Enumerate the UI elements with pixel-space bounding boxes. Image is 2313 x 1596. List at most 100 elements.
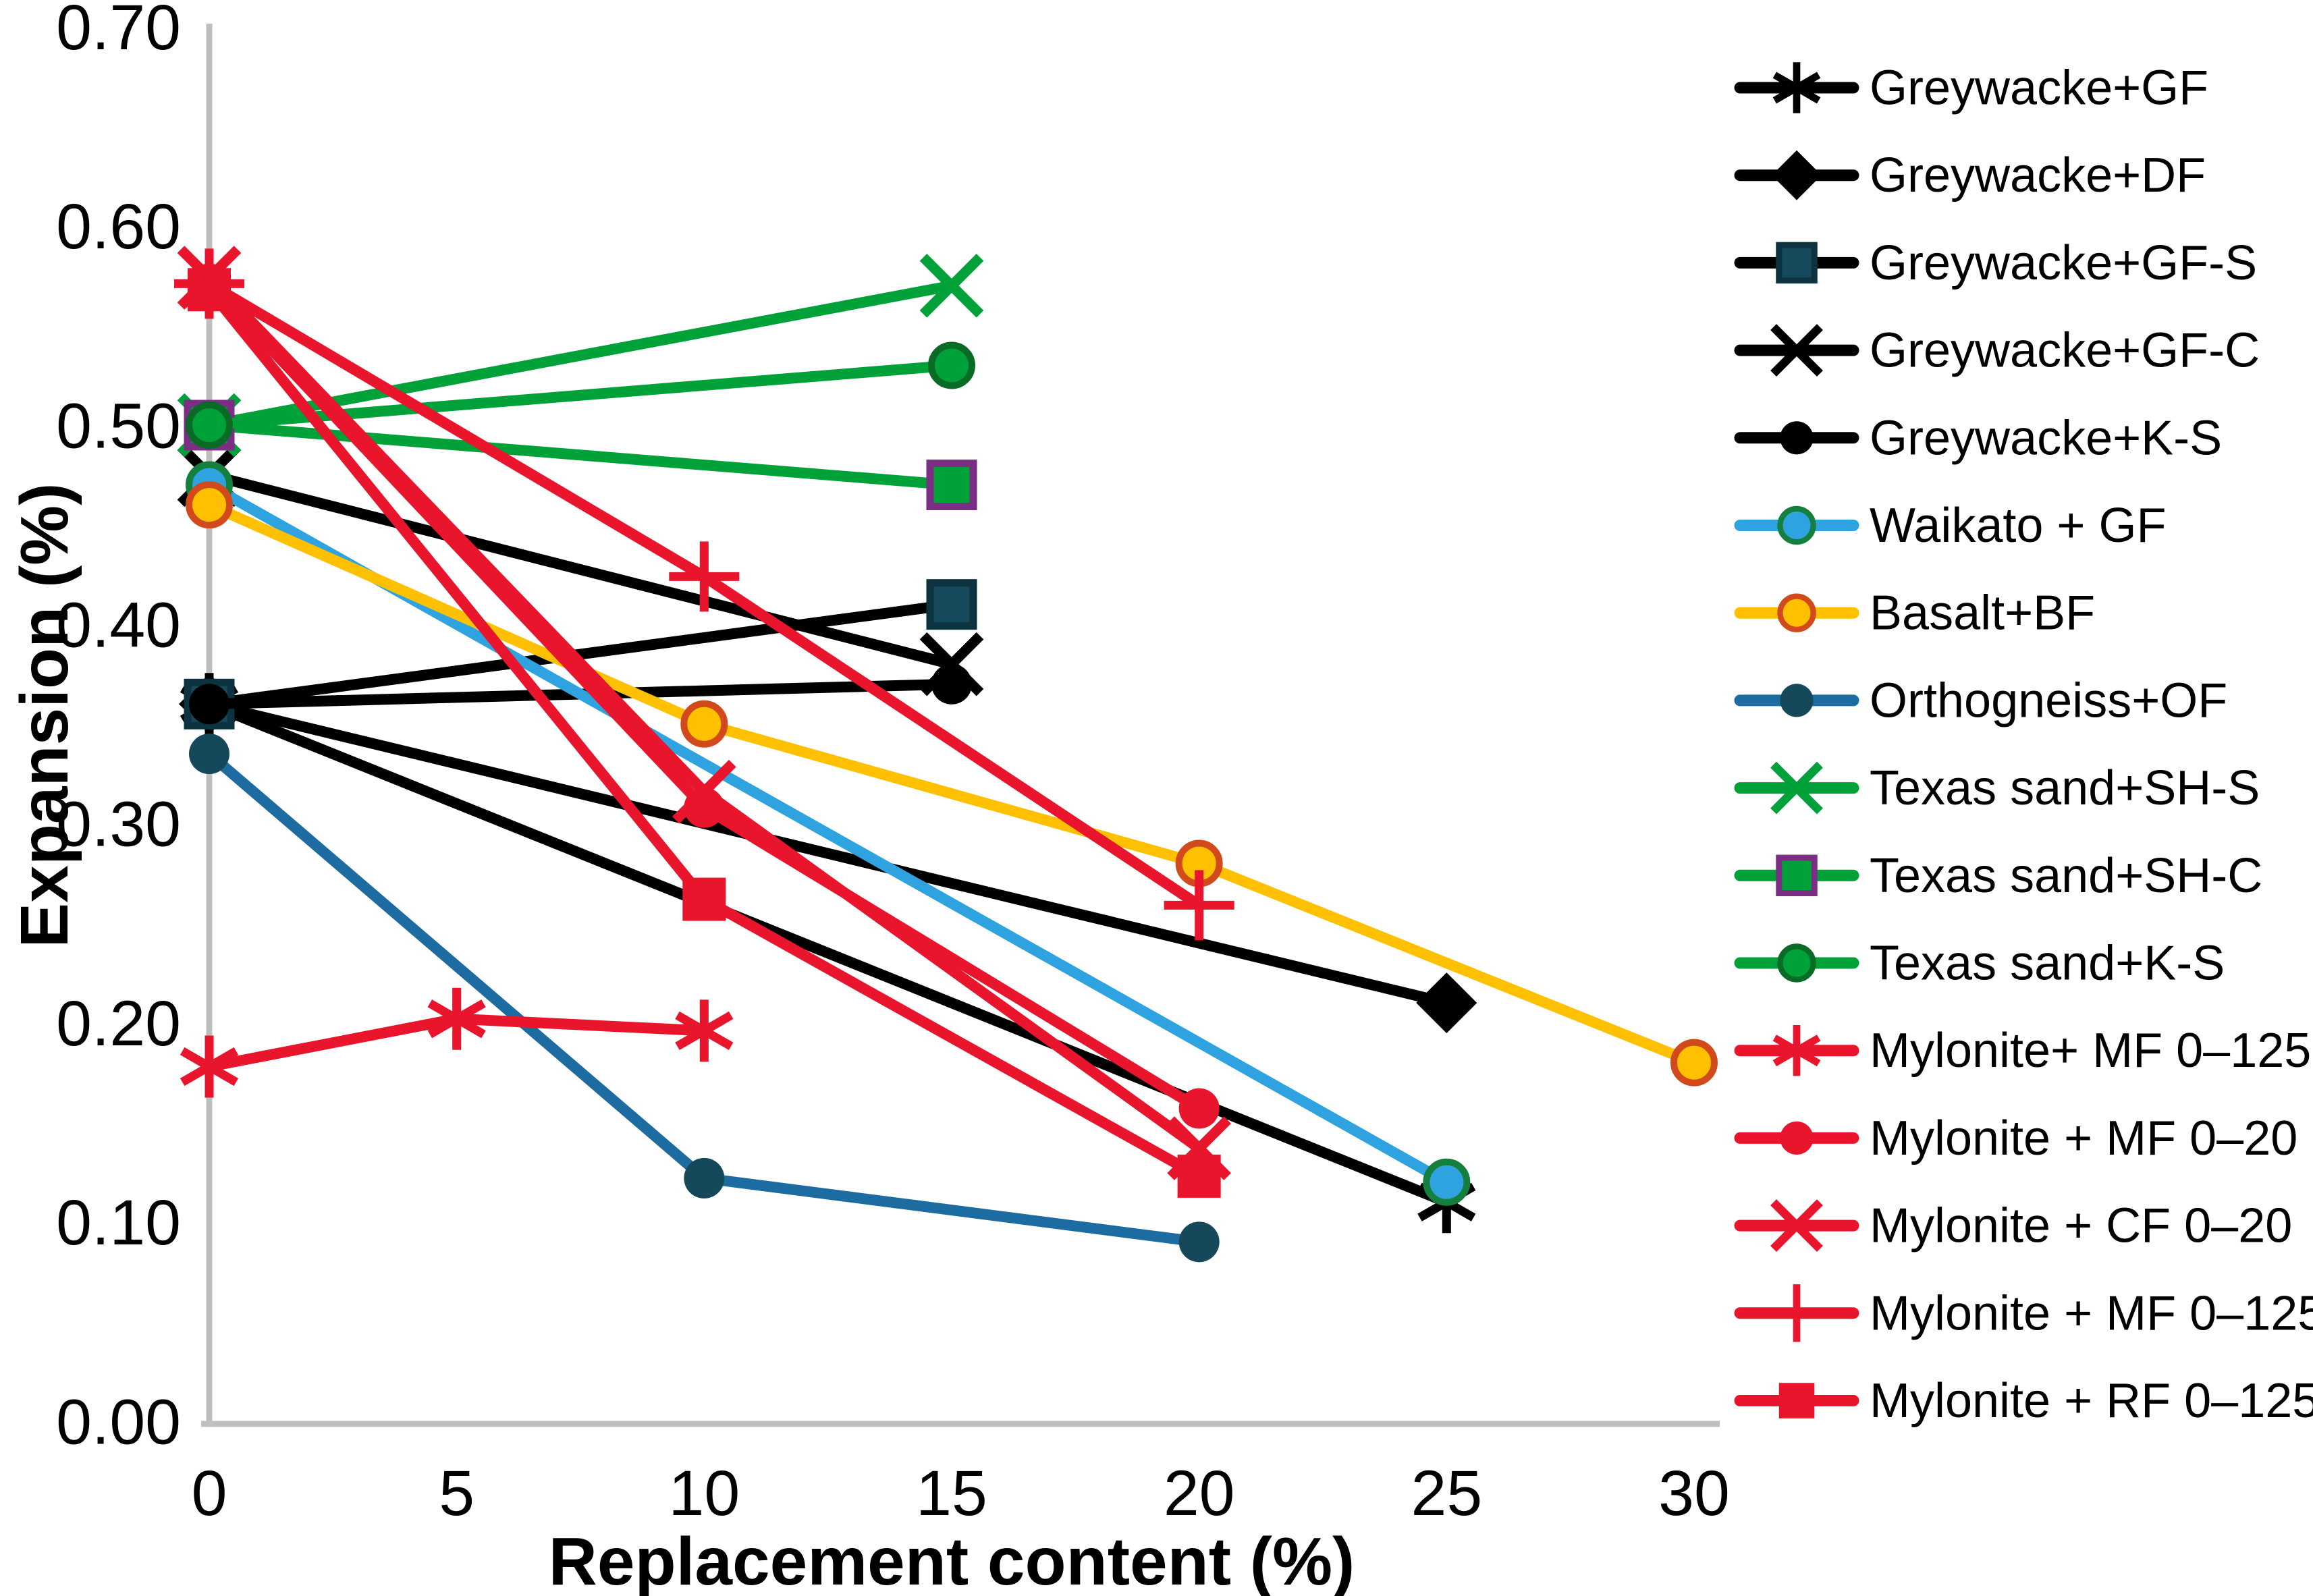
circle-marker (1670, 1039, 1718, 1086)
legend-item-texas-sand-sh-s: Texas sand+SH-S (1734, 761, 2260, 815)
square-marker (188, 268, 231, 312)
circle-marker (1780, 684, 1814, 717)
square-marker (1778, 1383, 1815, 1419)
circle-marker (1178, 1088, 1220, 1129)
legend-item-greywacke-gf-c: Greywacke+GF-C (1734, 324, 2260, 378)
plot-area (174, 246, 1718, 1263)
series-line (204, 599, 957, 710)
circle-marker (189, 734, 229, 775)
diamond-marker (1416, 972, 1477, 1034)
series-mylonite-mf-0-125 (174, 248, 1234, 941)
legend-label: Mylonite+ MF 0–125 (1870, 1024, 2311, 1078)
legend-label: Texas sand+SH-C (1870, 849, 2262, 903)
series-texas-sand-sh-s (177, 254, 984, 458)
series-mylonite-mf-0-125 (180, 987, 734, 1098)
legend-item-mylonite-mf-0-20: Mylonite + MF 0–20 (1734, 1111, 2297, 1165)
legend-item-texas-sand-k-s: Texas sand+K-S (1734, 936, 2225, 990)
series-mylonite-rf-0-125 (188, 268, 1221, 1198)
legend-label: Mylonite + CF 0–20 (1870, 1199, 2292, 1253)
legend-label: Greywacke+K-S (1870, 411, 2222, 465)
square-marker (1177, 1154, 1221, 1198)
circle-marker (1777, 505, 1816, 545)
square-marker (926, 460, 977, 511)
legend-label: Texas sand+K-S (1870, 936, 2225, 990)
x-tick-label: 25 (1411, 1458, 1482, 1529)
circle-marker (1423, 1158, 1471, 1206)
circle-marker (1780, 421, 1814, 455)
plus-marker (1768, 1284, 1826, 1342)
circle-marker (1777, 593, 1816, 632)
circle-marker (680, 700, 728, 748)
circle-marker (186, 402, 233, 449)
legend-item-greywacke-gf-s: Greywacke+GF-S (1734, 236, 2257, 290)
y-tick-label: 0.10 (56, 1187, 181, 1259)
asterisk-marker (1772, 62, 1821, 113)
legend-label: Mylonite + RF 0–125 (1870, 1374, 2313, 1428)
y-axis-title: Expansion (%) (7, 483, 82, 948)
circle-marker (684, 1157, 725, 1199)
y-tick-label: 0.30 (56, 789, 181, 860)
circle-marker (1780, 1121, 1814, 1155)
legend-label: Greywacke+GF (1870, 61, 2208, 115)
y-tick-labels: 0.00 0.10 0.20 0.30 0.40 0.50 0.60 0.70 (56, 0, 181, 1458)
circle-marker (1777, 943, 1816, 983)
square-marker (1776, 854, 1818, 897)
legend: Greywacke+GF Greywacke+DF Greywacke+GF-S Gr… (1734, 61, 2313, 1428)
legend-item-orthogneiss-of: Orthogneiss+OF (1734, 673, 2227, 727)
legend-label: Texas sand+SH-S (1870, 761, 2260, 815)
legend-label: Orthogneiss+OF (1870, 673, 2227, 727)
legend-label: Basalt+BF (1870, 586, 2095, 640)
legend-item-mylonite-mf-0-125: Mylonite+ MF 0–125 (1734, 1024, 2311, 1078)
y-tick-label: 0.40 (56, 589, 181, 661)
asterisk-marker (427, 987, 486, 1050)
x-tick-labels: 0 5 10 15 20 25 30 (192, 1458, 1730, 1529)
asterisk-marker (675, 999, 734, 1062)
circle-marker (927, 341, 975, 389)
legend-label: Mylonite + MF 0–125 (1870, 1286, 2313, 1340)
series-greywacke-df (179, 673, 1477, 1034)
legend-item-texas-sand-sh-c: Texas sand+SH-C (1734, 849, 2262, 903)
x-marker (1770, 1199, 1823, 1253)
x-tick-label: 20 (1164, 1458, 1235, 1529)
legend-item-waikato-gf: Waikato + GF (1734, 499, 2166, 553)
circle-marker (931, 663, 972, 705)
asterisk-marker (1772, 1024, 1821, 1076)
circle-marker (1178, 1221, 1220, 1263)
x-tick-label: 10 (668, 1458, 740, 1529)
legend-label: Greywacke+GF-C (1870, 324, 2260, 378)
series-orthogneiss-of (189, 734, 1220, 1263)
circle-marker (186, 481, 233, 529)
y-tick-label: 0.20 (56, 988, 181, 1060)
x-marker (919, 254, 984, 318)
x-tick-label: 0 (192, 1458, 227, 1529)
series-line (204, 698, 1452, 1208)
legend-label: Greywacke+GF-S (1870, 236, 2257, 290)
x-tick-label: 15 (916, 1458, 987, 1529)
square-marker (926, 579, 977, 630)
square-marker (1776, 242, 1818, 284)
series-line (204, 469, 957, 670)
series-basalt-bf (186, 481, 1718, 1086)
legend-label: Waikato + GF (1870, 499, 2166, 553)
square-marker (682, 877, 726, 921)
x-marker (672, 759, 736, 824)
x-axis-title: Replacement content (%) (549, 1524, 1355, 1596)
y-tick-label: 0.50 (56, 390, 181, 462)
circle-marker (189, 684, 229, 725)
y-tick-label: 0.00 (56, 1386, 181, 1458)
diamond-marker (1772, 150, 1822, 200)
legend-item-mylonite-mf-0-125: Mylonite + MF 0–125 (1734, 1284, 2313, 1342)
y-tick-label: 0.70 (56, 0, 181, 63)
x-marker (1770, 761, 1823, 815)
legend-item-mylonite-cf-0-20: Mylonite + CF 0–20 (1734, 1199, 2292, 1253)
legend-label: Greywacke+DF (1870, 148, 2206, 202)
series-line (204, 499, 1699, 1068)
legend-item-mylonite-rf-0-125: Mylonite + RF 0–125 (1734, 1374, 2313, 1428)
legend-item-greywacke-gf: Greywacke+GF (1734, 61, 2208, 115)
x-tick-label: 30 (1658, 1458, 1730, 1529)
x-tick-label: 5 (439, 1458, 474, 1529)
asterisk-marker (180, 1035, 239, 1098)
x-marker (1770, 324, 1823, 377)
